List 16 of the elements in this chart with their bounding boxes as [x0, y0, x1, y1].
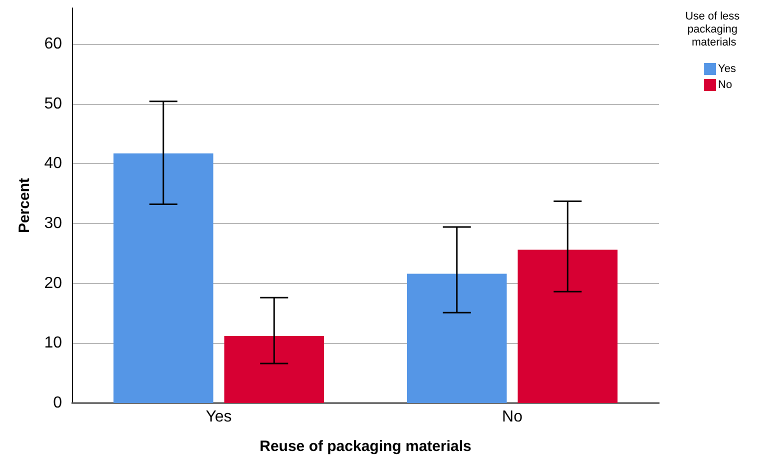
y-tick-label: 30	[44, 214, 62, 232]
x-axis-title: Reuse of packaging materials	[260, 438, 472, 455]
y-tick-label: 50	[44, 95, 62, 112]
y-tick-label: 0	[53, 394, 62, 412]
y-tick-label: 20	[44, 274, 62, 292]
y-axis-title: Percent	[16, 178, 33, 234]
legend-title: Use of less packaging materials	[685, 10, 743, 48]
bar	[224, 336, 324, 403]
legend-label: No	[718, 79, 732, 91]
bar	[406, 274, 507, 403]
y-tick-label: 40	[44, 155, 62, 172]
bar	[113, 153, 214, 403]
y-tick-label: 60	[44, 35, 62, 52]
bar	[518, 250, 618, 403]
legend-label: Yes	[718, 63, 736, 75]
y-tick-label: 10	[44, 334, 62, 352]
